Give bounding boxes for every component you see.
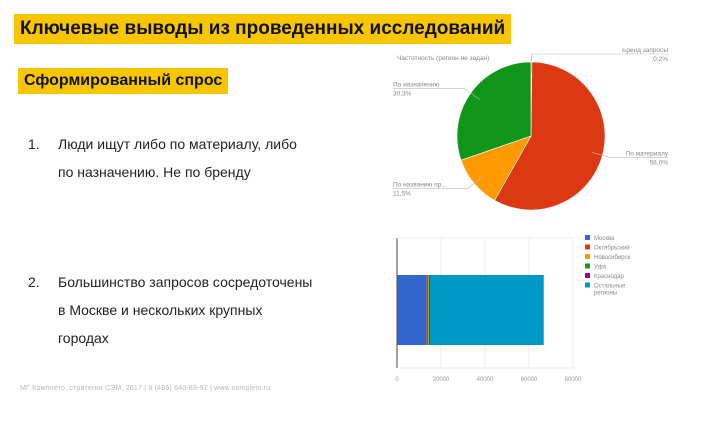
bar-segment-5 — [429, 275, 544, 345]
bar-segment-1 — [426, 275, 429, 345]
slide-subtitle: Сформированный спрос — [18, 68, 229, 94]
bar-segment-0 — [397, 275, 427, 345]
legend-swatch-5 — [585, 282, 590, 288]
legend-swatch-3 — [585, 263, 590, 269]
pie-leader-2 — [393, 176, 483, 189]
point-1-line-2: по назначению. Не по бренду — [58, 164, 251, 180]
pie-pct-label-1: 58,0% — [650, 159, 669, 166]
point-2-line-1: Большинство запросов сосредоточены — [58, 274, 313, 290]
pie-pct-label-0: 0,2% — [653, 56, 668, 63]
legend-label-2: Новосибирск — [594, 255, 631, 261]
legend-label-3: Уфа — [594, 265, 607, 271]
slide-footer: МГ Комплето, стратегия СЭМ, 2017 | 8 (49… — [20, 385, 271, 392]
legend-swatch-2 — [585, 254, 590, 259]
bar-tick-label-4: 80000 — [565, 377, 582, 383]
pie-pct-label-2: 11,5% — [393, 190, 411, 197]
bar-tick-label-1: 20000 — [433, 377, 450, 383]
legend-label-4: Краснодар — [594, 274, 625, 280]
legend-swatch-4 — [585, 273, 590, 278]
pie-leader-1 — [591, 152, 668, 158]
pie-label-1: По материалу — [626, 150, 669, 157]
bar-segment-2 — [428, 275, 429, 345]
legend-label-5: Остальные регионы — [594, 284, 626, 297]
point-1-line-1: Люди ищут либо по материалу, либо — [58, 136, 297, 152]
bar-tick-label-0: 0 — [395, 377, 399, 383]
slide-subtitle-text: Сформированный спрос — [24, 72, 223, 89]
legend-swatch-1 — [585, 244, 590, 250]
point-2-number: 2. — [28, 274, 40, 290]
point-2-text: Большинство запросов сосредоточены в Мос… — [58, 268, 358, 352]
bar-segment-4 — [429, 275, 431, 345]
pie-pct-label-3: 30,3% — [393, 90, 412, 97]
legend-label-1: Октябрьский — [594, 245, 630, 252]
slide-title-text: Ключевые выводы из проведенных исследова… — [20, 18, 506, 39]
pie-chart-title: Частотность (регион не задан) — [397, 55, 489, 62]
pie-leader-3 — [393, 88, 480, 100]
point-2-line-2: в Москве и нескольких крупных — [58, 302, 263, 318]
bar-tick-label-3: 60000 — [521, 377, 538, 383]
bar-segment-3 — [428, 275, 430, 345]
pie-label-0: Бренд запросы — [622, 48, 668, 54]
point-1-text: Люди ищут либо по материалу, либо по наз… — [58, 130, 358, 186]
point-1-number: 1. — [28, 136, 40, 152]
slide-title: Ключевые выводы из проведенных исследова… — [14, 14, 512, 44]
pie-leader-0 — [531, 53, 668, 74]
point-2-line-3: городах — [58, 330, 109, 346]
bar-tick-label-2: 40000 — [477, 377, 494, 383]
legend-swatch-0 — [585, 235, 590, 240]
bar-chart: 0 20000 40000 60000 80000 Москва Октябрьский Н… — [395, 235, 631, 383]
legend-label-0: Москва — [594, 236, 615, 242]
pie-chart: Частотность (регион не задан) Бренд запр… — [393, 48, 669, 211]
pie-label-3: По назначению — [393, 81, 439, 88]
pie-label-2: По названию пр... — [393, 181, 447, 188]
